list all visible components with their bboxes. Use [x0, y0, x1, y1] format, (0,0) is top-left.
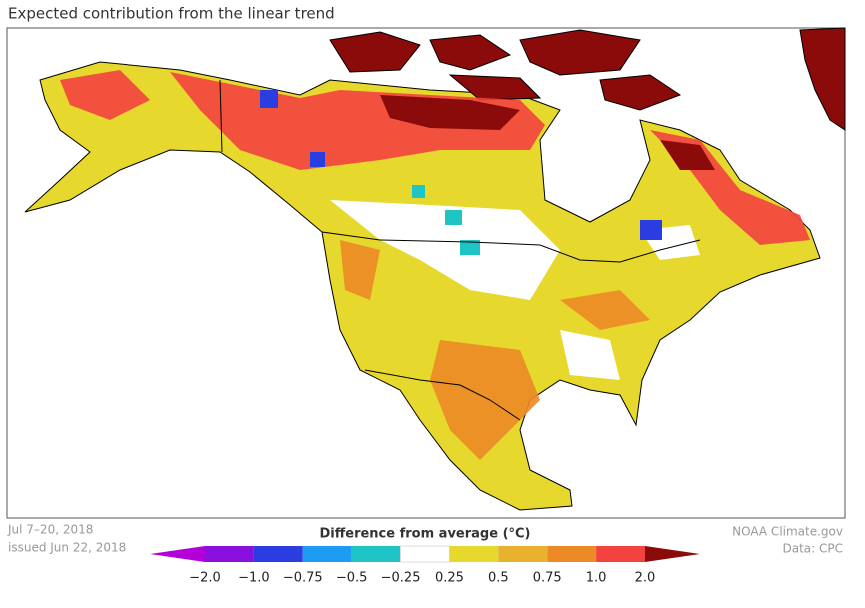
legend-tick-label: −2.0 — [189, 571, 221, 586]
legend-tick-label: −0.25 — [381, 571, 421, 586]
legend-arrow — [150, 546, 205, 562]
legend-tick-label: 2.0 — [635, 571, 656, 586]
continent — [24, 61, 821, 511]
legend: −2.0 −1.0 −0.75 −0.5 −0.25 0.25 0.5 0.75 1.0 2.0 — [150, 545, 700, 586]
legend-swatch — [498, 546, 548, 562]
legend-tick-label: −0.75 — [283, 571, 323, 586]
legend-swatch — [449, 546, 499, 562]
neutral-areas — [330, 200, 700, 380]
legend-tick-label: 0.25 — [435, 571, 464, 586]
border-alaska — [219, 79, 223, 153]
warm-southwest — [340, 240, 650, 460]
border-us-mexico — [364, 369, 521, 421]
legend-swatch — [596, 546, 645, 562]
legend-swatch — [547, 546, 597, 562]
legend-tick-label: 0.75 — [533, 571, 562, 586]
legend-tick-label: 0.5 — [488, 571, 509, 586]
legend-tick-label: 1.0 — [586, 571, 607, 586]
credit: NOAA Climate.gov — [732, 525, 843, 539]
legend-swatch — [400, 545, 450, 563]
legend-tick-label: −1.0 — [238, 571, 270, 586]
legend-arrow — [645, 546, 700, 562]
legend-tick-label: −0.5 — [336, 571, 368, 586]
dates: Jul 7–20, 2018 — [7, 523, 93, 537]
legend-swatch — [302, 546, 352, 562]
map — [6, 27, 846, 519]
border-us-canada — [321, 231, 701, 263]
legend-swatch — [253, 546, 303, 562]
legend-swatch — [351, 546, 401, 562]
arctic-islands — [329, 29, 682, 111]
issued: issued Jun 22, 2018 — [8, 541, 126, 555]
cool-spots — [412, 185, 480, 255]
warm-north — [60, 70, 810, 245]
warm-darkred — [380, 95, 715, 170]
legend-swatch — [205, 546, 254, 562]
greenland — [799, 27, 846, 131]
legend-title: Difference from average (°C) — [319, 527, 530, 542]
source: Data: CPC — [782, 542, 843, 556]
title: Expected contribution from the linear tr… — [8, 5, 335, 23]
